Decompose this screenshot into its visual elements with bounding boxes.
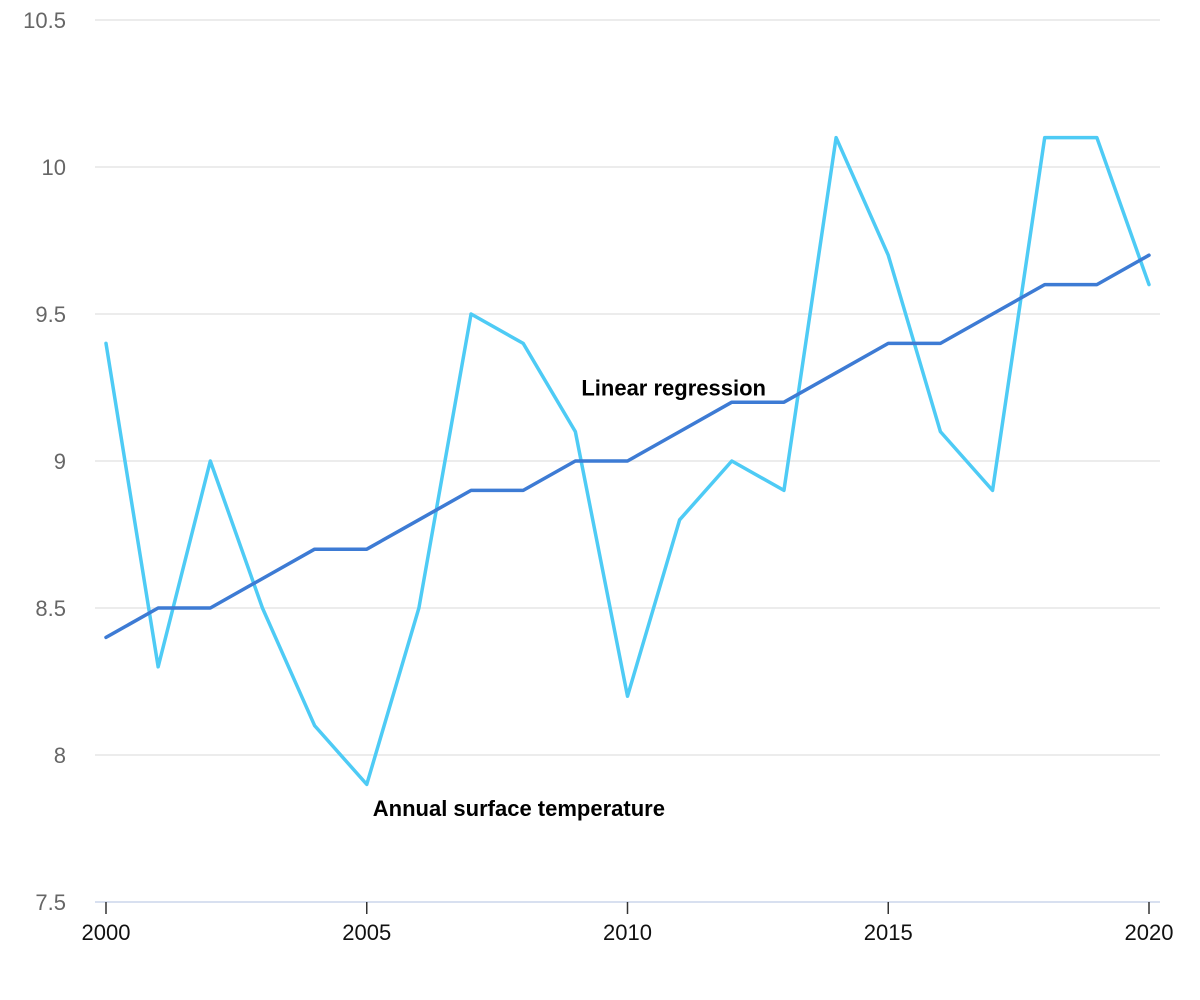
data-point xyxy=(626,694,630,698)
data-point xyxy=(208,606,212,610)
data-point xyxy=(991,312,995,316)
x-tick-label: 2005 xyxy=(342,920,391,945)
data-point xyxy=(1095,136,1099,140)
series-line-temperature xyxy=(104,135,1151,787)
y-tick-label: 9 xyxy=(54,449,66,474)
data-point xyxy=(156,665,160,669)
data-point xyxy=(886,253,890,257)
data-point xyxy=(104,341,108,345)
data-point xyxy=(417,518,421,522)
data-point xyxy=(938,430,942,434)
series-label: Linear regression xyxy=(581,376,766,401)
data-point xyxy=(521,488,525,492)
data-point xyxy=(1147,283,1151,287)
data-point xyxy=(678,430,682,434)
data-point xyxy=(469,312,473,316)
data-point xyxy=(208,459,212,463)
data-point xyxy=(573,459,577,463)
series-group xyxy=(104,135,1151,787)
data-point xyxy=(260,606,264,610)
data-point xyxy=(782,400,786,404)
data-point xyxy=(626,459,630,463)
series-labels: Annual surface temperature Linear regress… xyxy=(373,376,766,821)
data-point xyxy=(834,136,838,140)
data-point xyxy=(260,577,264,581)
data-point xyxy=(313,724,317,728)
y-tick-label: 8.5 xyxy=(35,596,66,621)
data-point xyxy=(1043,283,1047,287)
x-tick-label: 2000 xyxy=(82,920,131,945)
data-point xyxy=(1147,253,1151,257)
data-point xyxy=(834,371,838,375)
data-point xyxy=(678,518,682,522)
data-point xyxy=(521,341,525,345)
data-point xyxy=(417,606,421,610)
data-point xyxy=(573,430,577,434)
data-point xyxy=(365,782,369,786)
data-point xyxy=(730,459,734,463)
data-point xyxy=(938,341,942,345)
data-point xyxy=(313,547,317,551)
x-tick-label: 2015 xyxy=(864,920,913,945)
y-tick-label: 9.5 xyxy=(35,302,66,327)
data-point xyxy=(991,488,995,492)
data-point xyxy=(469,488,473,492)
series-label: Annual surface temperature xyxy=(373,796,665,821)
x-axis: 2000 2005 2010 2015 2020 xyxy=(82,901,1174,945)
y-tick-label: 10 xyxy=(42,155,66,180)
y-axis: 7.5 8 8.5 9 9.5 10 10.5 xyxy=(23,8,66,915)
y-tick-label: 8 xyxy=(54,743,66,768)
x-tick-label: 2010 xyxy=(603,920,652,945)
data-point xyxy=(782,488,786,492)
data-point xyxy=(104,635,108,639)
data-point xyxy=(1095,283,1099,287)
x-tick-label: 2020 xyxy=(1125,920,1174,945)
data-point xyxy=(1043,136,1047,140)
data-point xyxy=(365,547,369,551)
series-line-regression xyxy=(104,253,1151,640)
y-tick-label: 7.5 xyxy=(35,890,66,915)
data-point xyxy=(730,400,734,404)
data-point xyxy=(886,341,890,345)
y-tick-label: 10.5 xyxy=(23,8,66,33)
data-point xyxy=(156,606,160,610)
